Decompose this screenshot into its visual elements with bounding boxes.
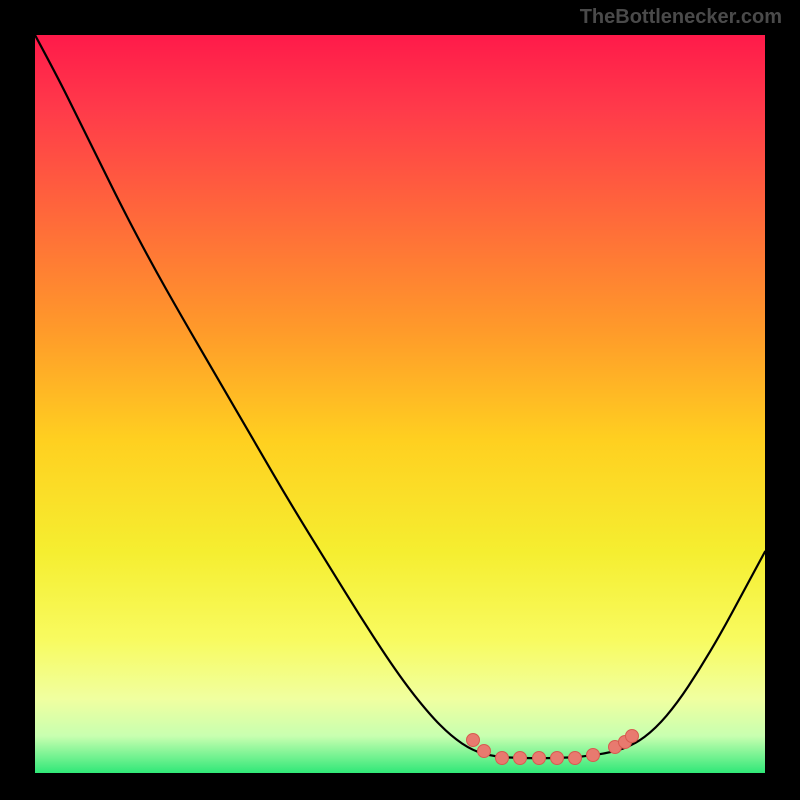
data-point — [466, 733, 480, 747]
data-point — [513, 751, 527, 765]
data-point — [568, 751, 582, 765]
data-point — [477, 744, 491, 758]
data-point — [625, 729, 639, 743]
chart-container: TheBottlenecker.com — [0, 0, 800, 800]
data-point — [550, 751, 564, 765]
data-point — [586, 748, 600, 762]
data-point — [495, 751, 509, 765]
watermark-text: TheBottlenecker.com — [580, 6, 782, 29]
plot-area — [35, 35, 765, 773]
data-point — [532, 751, 546, 765]
data-points-layer — [35, 35, 765, 773]
